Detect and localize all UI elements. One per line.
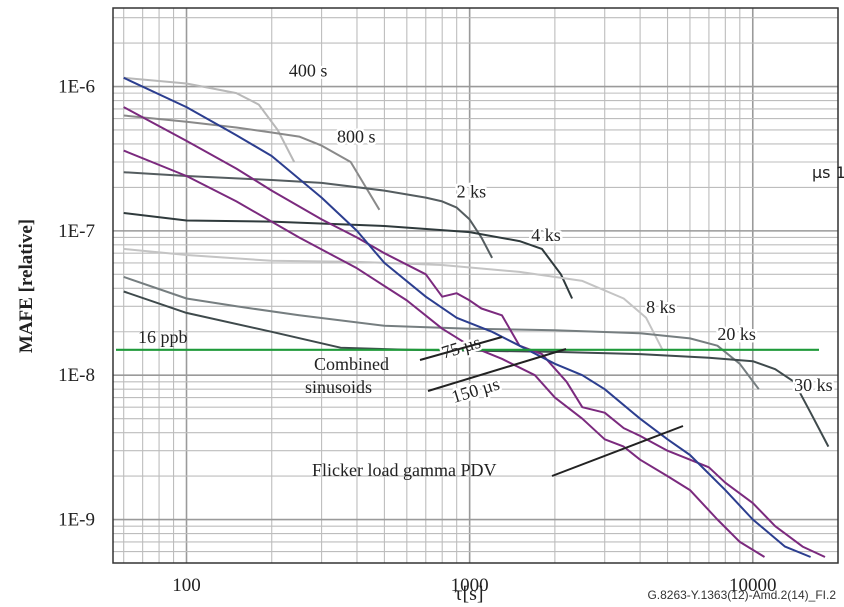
series-label-halo-4: 8 ks xyxy=(646,297,676,317)
annotation-sinusoids: sinusoids xyxy=(305,377,372,397)
plot-frame xyxy=(112,7,839,564)
x-ticks: 100 1000 10000 xyxy=(172,575,776,596)
series-label-halo-1: 800 s xyxy=(337,126,376,146)
y-tick-label: 1E-8 xyxy=(58,365,95,386)
y-ticks: 1E-9 1E-8 1E-7 1E-6 xyxy=(58,77,95,531)
x-axis-label: τ[s] xyxy=(454,583,483,605)
series-line-0 xyxy=(123,76,296,163)
series-label-halo-6: 30 ks xyxy=(794,375,833,395)
series-label-halo-5: 20 ks xyxy=(717,324,756,344)
y-tick-label: 1E-7 xyxy=(58,221,95,242)
series-line-8 xyxy=(123,149,766,558)
series-label-6: 30 ks xyxy=(794,375,833,395)
series-label-2: 2 ks xyxy=(457,182,487,202)
series-line-3 xyxy=(123,212,574,299)
series-label-4: 8 ks xyxy=(646,297,676,317)
series-line-6 xyxy=(123,290,830,448)
leader-flicker xyxy=(551,425,684,477)
series-label-5: 20 ks xyxy=(717,324,756,344)
annotation-flicker: Flicker load gamma PDV xyxy=(312,460,496,480)
x-tick-label: 1000 xyxy=(451,575,489,596)
x-tick-label: 10000 xyxy=(729,575,777,596)
y-tick-label: 1E-6 xyxy=(58,77,95,98)
series-line-4 xyxy=(123,247,664,351)
series-label-halo-0: 400 s xyxy=(289,61,328,81)
annotation-combined: Combined xyxy=(314,354,389,374)
series-label-3: 4 ks xyxy=(531,225,561,245)
x-tick-label: 100 xyxy=(172,575,201,596)
threshold-label: 16 ppb xyxy=(138,327,188,347)
series-label-0: 400 s xyxy=(289,61,328,81)
series-line-9 xyxy=(123,76,811,558)
series-label-halo-2: 2 ks xyxy=(457,182,487,202)
annotations: منحنيات جيبية µs 150 Combined sinusoids … xyxy=(305,163,844,480)
y-tick-label: 1E-9 xyxy=(58,510,95,531)
figure-id: G.8263-Y.1363(12)-Amd.2(14)_FI.2 xyxy=(647,588,836,602)
threshold-layer: 16 ppb xyxy=(116,327,819,351)
series-line-1 xyxy=(123,114,381,211)
annotation-arabic: منحنيات جيبية µs 150 xyxy=(812,163,844,182)
leader-sinusoids-150 xyxy=(427,348,567,392)
series-layer xyxy=(123,76,830,558)
series-label-1: 800 s xyxy=(337,126,376,146)
y-axis-label: MAFE [relative] xyxy=(16,219,37,353)
series-line-2 xyxy=(123,171,493,259)
leader-combined-75 xyxy=(419,336,503,361)
series-label-halo-3: 4 ks xyxy=(531,225,561,245)
